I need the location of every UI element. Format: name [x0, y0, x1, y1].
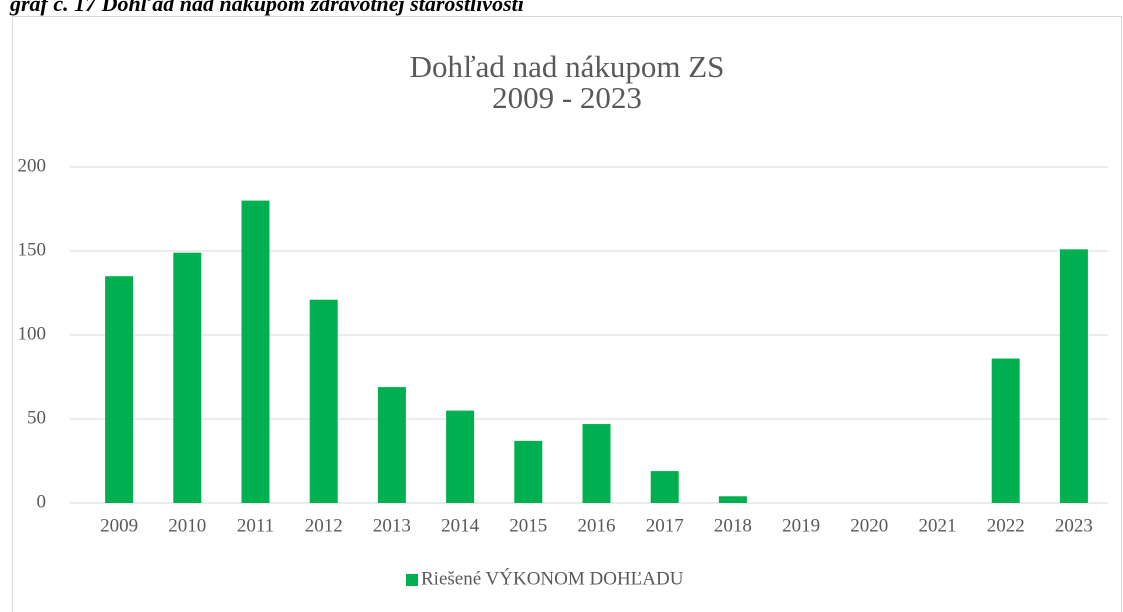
y-tick-label: 0 — [37, 491, 47, 512]
x-tick-label: 2017 — [646, 515, 684, 536]
x-tick-label: 2011 — [237, 515, 274, 536]
x-tick-label: 2022 — [987, 515, 1025, 536]
x-tick-label: 2020 — [850, 515, 888, 536]
x-tick-label: 2010 — [168, 515, 206, 536]
x-tick-label: 2015 — [509, 515, 547, 536]
bar — [1059, 249, 1088, 503]
chart-title: Dohľad nad nákupom ZS — [410, 49, 725, 84]
x-tick-label: 2021 — [919, 515, 957, 536]
chart-subtitle: 2009 - 2023 — [492, 80, 642, 115]
y-tick-label: 100 — [18, 323, 47, 344]
bar — [105, 276, 134, 503]
bar — [991, 358, 1020, 503]
bar — [173, 252, 202, 503]
x-tick-label: 2016 — [578, 515, 616, 536]
y-tick-label: 150 — [18, 239, 47, 260]
x-tick-label: 2009 — [100, 515, 138, 536]
x-tick-label: 2018 — [714, 515, 752, 536]
bar — [377, 387, 406, 503]
bar — [718, 496, 747, 503]
legend-swatch — [406, 574, 418, 586]
x-tick-label: 2012 — [305, 515, 343, 536]
bar — [582, 424, 611, 503]
bar — [650, 471, 679, 503]
y-tick-label: 50 — [27, 407, 46, 428]
x-tick-label: 2023 — [1055, 515, 1093, 536]
chart-border — [12, 16, 1122, 612]
legend-label: Riešené VÝKONOM DOHĽADU — [421, 567, 684, 589]
y-tick-label: 200 — [18, 155, 47, 176]
bar — [446, 410, 475, 503]
bar — [309, 299, 338, 503]
x-tick-label: 2014 — [441, 515, 480, 536]
caption: graf č. 17 Dohľad nad nákupom zdravotnej… — [9, 0, 525, 16]
bar — [514, 440, 543, 503]
x-tick-label: 2013 — [373, 515, 411, 536]
x-tick-label: 2019 — [782, 515, 820, 536]
bar — [241, 200, 270, 503]
